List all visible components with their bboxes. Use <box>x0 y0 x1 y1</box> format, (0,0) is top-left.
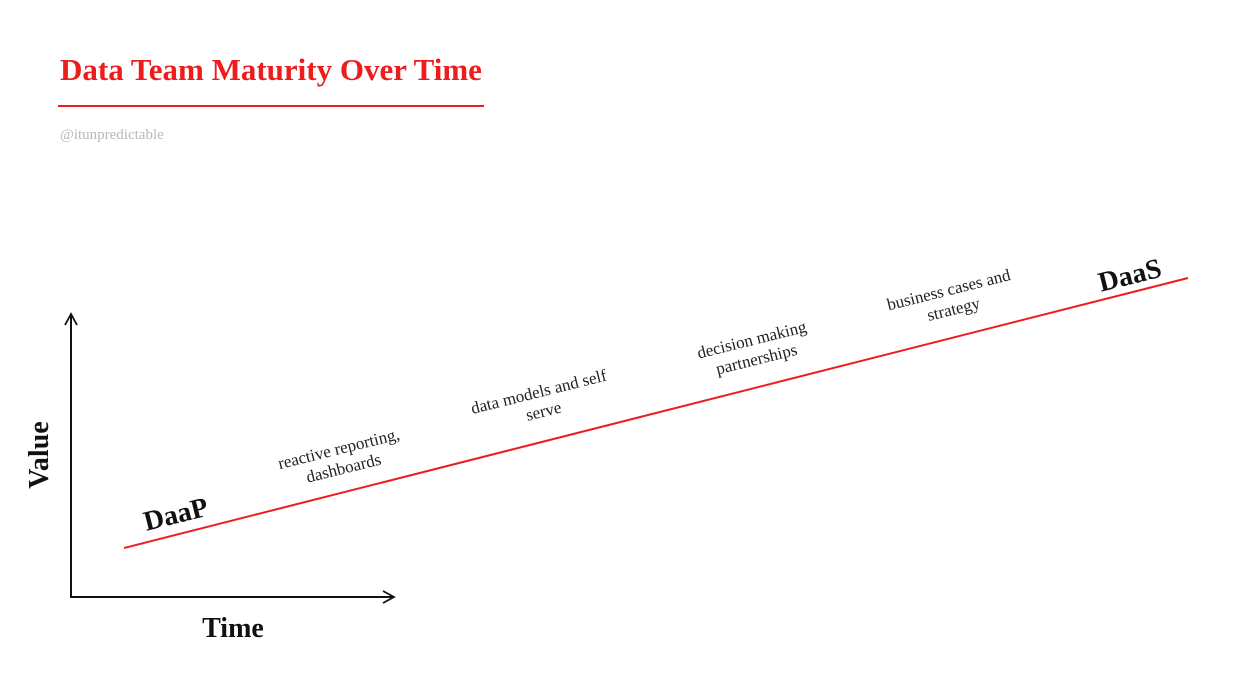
y-axis-label: Value <box>24 421 55 488</box>
page-title: Data Team Maturity Over Time <box>60 52 482 87</box>
author-handle: @itunpredictable <box>60 127 164 143</box>
end-label-daas: DaaS <box>1095 253 1164 299</box>
maturity-trend-line <box>123 277 1189 549</box>
stage-business-cases: business cases and strategy <box>885 265 1013 325</box>
title-underline <box>58 105 484 107</box>
stage-data-models: data models and self serve <box>469 366 609 425</box>
stage-decision-making: decision making partnerships <box>695 317 809 379</box>
start-label-daap: DaaP <box>141 492 212 538</box>
x-axis-label: Time <box>202 613 264 644</box>
